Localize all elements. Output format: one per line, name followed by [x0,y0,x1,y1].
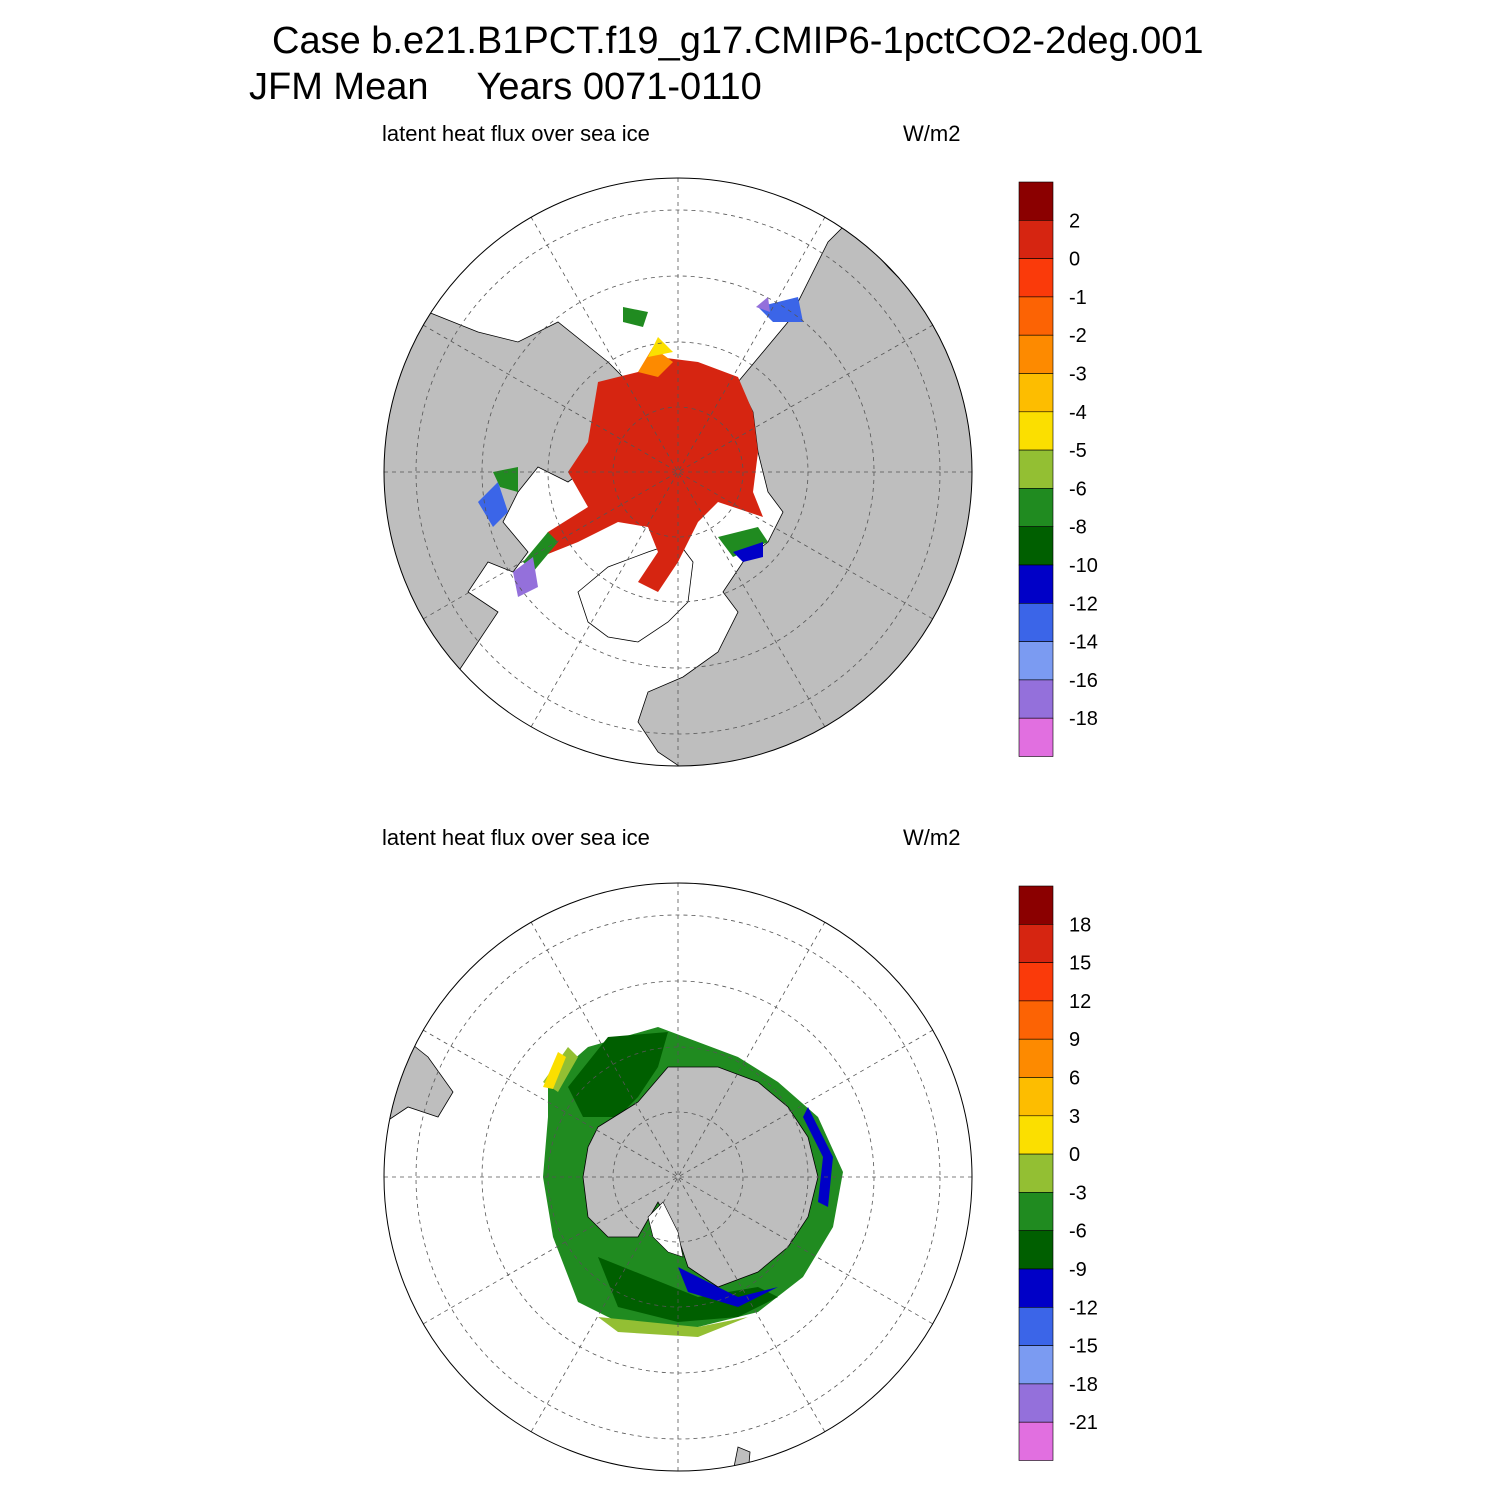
season-title: JFM Mean Years 0071-0110 [249,66,762,109]
north-colorbar-swatch [1018,641,1054,681]
north-colorbar-tick-label: -8 [1069,517,1087,539]
south-ice-yellow-green [543,1047,748,1337]
south-colorbar-swatch [1018,1115,1054,1155]
north-colorbar-swatch [1018,679,1054,719]
south-colorbar-tick-label: 12 [1069,991,1091,1013]
north-colorbar-swatch [1018,564,1054,604]
north-hudson-green [493,467,518,492]
north-barents-blue [733,542,763,562]
south-colorbar-swatch [1018,1306,1054,1346]
north-colorbar-tick-label: 0 [1069,249,1080,271]
north-hudson-blue [478,482,508,527]
south-colorbar-tick-label: 6 [1069,1068,1080,1090]
north-colorbar-tick-label: -18 [1069,708,1098,730]
north-colorbar-swatch [1018,258,1054,298]
south-colorbar-swatch [1018,1345,1054,1385]
north-okhotsk-purple [756,297,770,312]
south-colorbar-swatch [1018,923,1054,963]
south-colorbar-tick-label: 18 [1069,914,1091,936]
south-colorbar-tick-label: -3 [1069,1182,1087,1204]
north-colorbar-swatch [1018,488,1054,527]
south-colorbar-tick-label: -18 [1069,1374,1098,1396]
south-colorbar-swatch [1018,1038,1054,1078]
north-colorbar-tick-label: -16 [1069,670,1098,692]
north-labrador-purple [513,557,538,597]
south-colorbar-tick-label: -6 [1069,1221,1087,1243]
north-colorbar-tick-label: -6 [1069,478,1087,500]
north-colorbar-tick-label: -5 [1069,440,1087,462]
north-graticule [384,178,972,766]
north-colorbar-swatch [1018,526,1054,566]
north-subtitle: latent heat flux over sea ice [382,121,650,146]
south-colorbar-tick-label: -9 [1069,1259,1087,1281]
north-colorbar-tick-label: -14 [1069,632,1098,654]
south-graticule [384,883,972,1471]
south-ice-yellow [543,1052,566,1089]
south-map-border [383,882,973,1472]
south-colorbar-swatch [1018,885,1054,925]
north-barents-green [718,527,768,557]
north-ice-edge-orange [638,347,673,377]
years-label: Years 0071-0110 [476,66,762,108]
north-ice-core [528,357,763,592]
north-colorbar-tick-label: -12 [1069,593,1098,615]
north-colorbar-tick-label: -3 [1069,364,1087,386]
north-map-border [383,177,973,767]
north-colorbar-swatch [1018,334,1054,374]
south-colorbar-swatch [1018,1230,1054,1270]
south-colorbar-tick-label: 0 [1069,1144,1080,1166]
south-land-antarctica [582,1066,819,1288]
south-colorbar-swatch [1018,1383,1054,1423]
south-colorbar-tick-label: -15 [1069,1336,1098,1358]
north-colorbar-tick-label: 2 [1069,210,1080,232]
south-ice-blue [678,1107,833,1307]
south-ice-dark-green [568,1032,778,1322]
south-colorbar-tick-label: 15 [1069,953,1091,975]
north-bering-green [623,307,648,327]
south-colorbar-swatch [1018,1000,1054,1040]
season-label: JFM Mean [249,66,429,108]
north-colorbar: 2 0 -1 -2 -3 -4 -5 -6 -8 -10 -12 -14 -16 -18 [1018,181,1098,757]
south-colorbar: 18 15 12 9 6 3 0 -3 -6 -9 -12 -15 -18 -21 [1018,885,1098,1461]
north-ice-edge-yellow [648,337,673,357]
north-colorbar-tick-label: -1 [1069,287,1087,309]
south-colorbar-swatch [1018,1268,1054,1308]
south-ross-ice-shelf [647,1201,684,1258]
south-colorbar-tick-label: -21 [1069,1412,1098,1434]
north-colorbar-swatch [1018,717,1054,757]
south-colorbar-tick-label: -12 [1069,1297,1098,1319]
north-colorbar-swatch [1018,411,1054,451]
south-colorbar-swatch [1018,962,1054,1002]
north-okhotsk-blue [758,297,803,322]
north-colorbar-swatch [1018,602,1054,642]
north-colorbar-swatch [1018,449,1054,489]
north-units: W/m2 [903,121,961,146]
south-colorbar-tick-label: 9 [1069,1029,1080,1051]
south-subtitle: latent heat flux over sea ice [382,825,650,850]
south-colorbar-swatch [1018,1153,1054,1193]
north-polar-map [383,177,973,767]
north-colorbar-tick-label: -4 [1069,402,1087,424]
south-colorbar-swatch [1018,1421,1054,1461]
south-polar-map [383,882,973,1472]
north-colorbar-swatch [1018,373,1054,413]
north-colorbar-tick-label: -10 [1069,555,1098,577]
north-colorbar-swatch [1018,296,1054,336]
north-colorbar-tick-label: -2 [1069,325,1087,347]
south-units: W/m2 [903,825,961,850]
south-colorbar-swatch [1018,1077,1054,1117]
south-colorbar-tick-label: 3 [1069,1106,1080,1128]
north-colorbar-swatch [1018,181,1054,221]
north-colorbar-swatch [1018,219,1054,259]
case-title: Case b.e21.B1PCT.f19_g17.CMIP6-1pctCO2-2… [272,20,1204,62]
south-colorbar-swatch [1018,1192,1054,1231]
